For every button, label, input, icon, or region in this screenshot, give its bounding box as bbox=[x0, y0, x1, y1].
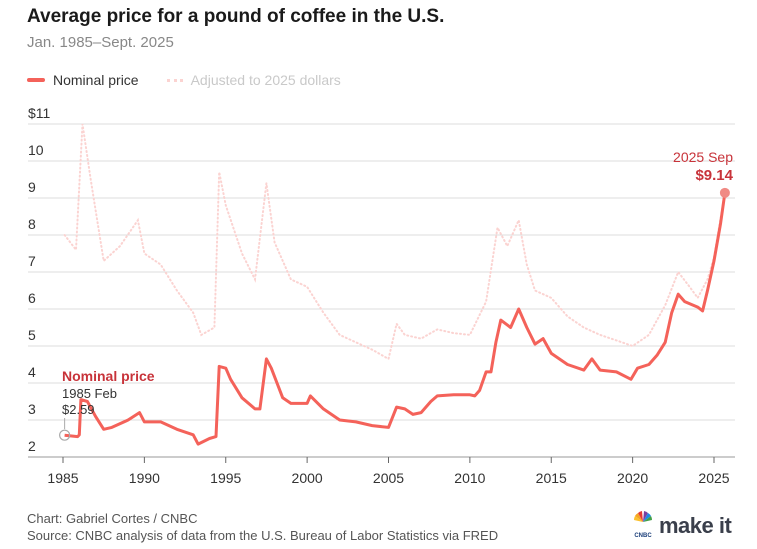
annotation-series-label: Nominal price bbox=[62, 368, 155, 384]
end-point-marker bbox=[719, 187, 730, 198]
legend-swatch-nominal bbox=[27, 78, 45, 82]
x-tick-label: 2000 bbox=[292, 470, 323, 486]
legend-swatch-adjusted bbox=[166, 78, 183, 82]
x-tick-label: 1990 bbox=[129, 470, 160, 486]
cnbc-make-it-logo: CNBC make it bbox=[632, 510, 732, 539]
legend-label-adjusted: Adjusted to 2025 dollars bbox=[190, 72, 341, 88]
start-point-marker bbox=[59, 429, 71, 441]
y-tick-label: 5 bbox=[28, 327, 36, 343]
x-tick-label: 2015 bbox=[536, 470, 567, 486]
y-tick-label: 2 bbox=[28, 438, 36, 454]
x-tick-label: 2010 bbox=[454, 470, 485, 486]
series-nominal-line bbox=[64, 192, 727, 446]
y-tick-label: 6 bbox=[28, 290, 36, 306]
y-tick-label: $11 bbox=[28, 105, 51, 121]
y-tick-label: 4 bbox=[28, 364, 36, 380]
cnbc-text: CNBC bbox=[634, 533, 652, 539]
legend: Nominal price Adjusted to 2025 dollars bbox=[27, 72, 341, 88]
chart-title: Average price for a pound of coffee in t… bbox=[27, 6, 445, 27]
credit: Chart: Gabriel Cortes / CNBC bbox=[27, 511, 198, 526]
x-tick-label: 1995 bbox=[210, 470, 241, 486]
x-tick-label: 2020 bbox=[617, 470, 648, 486]
y-tick-label: 3 bbox=[28, 401, 36, 417]
x-tick-label: 1985 bbox=[47, 470, 78, 486]
legend-label-nominal: Nominal price bbox=[53, 72, 139, 88]
source: Source: CNBC analysis of data from the U… bbox=[27, 528, 499, 543]
y-tick-label: 8 bbox=[28, 216, 36, 232]
annotation-end-value: $9.14 bbox=[695, 167, 733, 184]
series-adjusted-line bbox=[63, 123, 726, 361]
make-it-text: make it bbox=[659, 513, 732, 538]
x-tick-label: 2005 bbox=[373, 470, 404, 486]
annotation-start-value: $2.59 bbox=[62, 402, 95, 417]
annotation-start-date: 1985 Feb bbox=[62, 386, 117, 401]
y-tick-label: 7 bbox=[28, 253, 36, 269]
y-tick-label: 10 bbox=[28, 142, 44, 158]
peacock-icon: CNBC bbox=[632, 510, 654, 539]
annotation-end-date: 2025 Sep bbox=[673, 149, 733, 165]
chart-subtitle: Jan. 1985–Sept. 2025 bbox=[27, 34, 174, 51]
x-tick-label: 2025 bbox=[698, 470, 729, 486]
y-tick-label: 9 bbox=[28, 179, 36, 195]
